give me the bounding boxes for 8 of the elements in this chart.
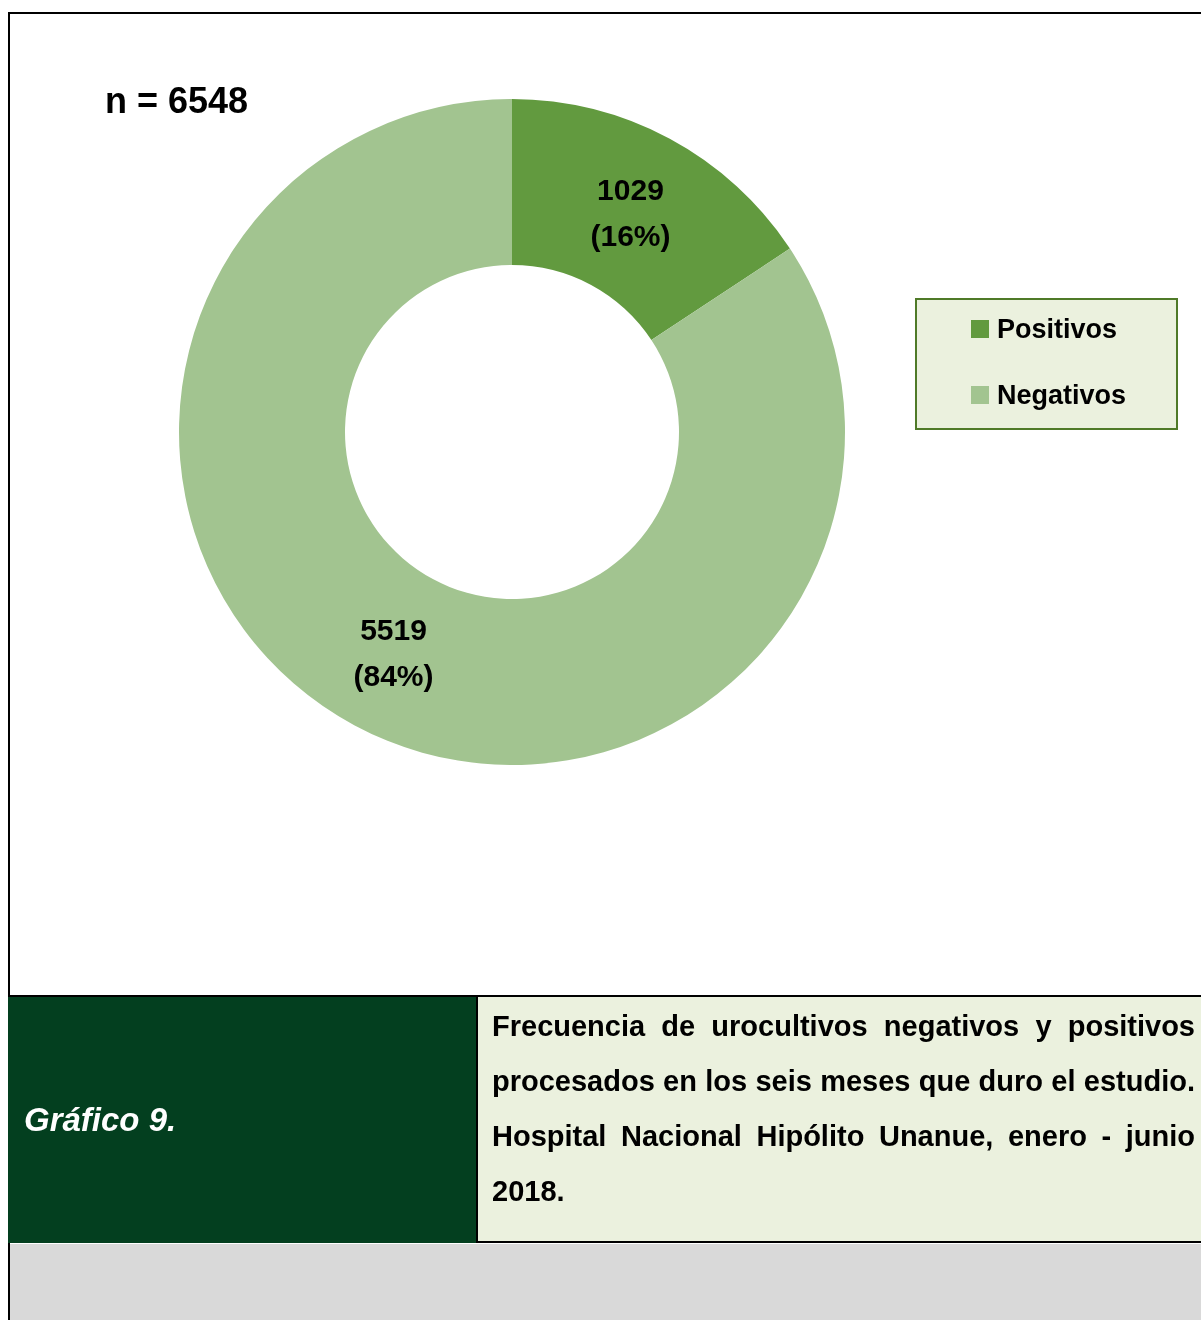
donut-slice: [512, 99, 790, 340]
data-label: 1029 (16%): [590, 172, 671, 252]
legend-label: Positivos: [997, 313, 1118, 345]
text: Frecuencia de urocultivos negativos y positivos procesados en los seis meses que duro el estudio. Hospital Nacional Hipólito Unanue, enero - junio 2018.: [492, 1009, 1195, 1209]
data-label: 5519 (84%): [353, 613, 434, 693]
text: n = 6548: [105, 80, 249, 122]
text: Gráfico 9.: [24, 1101, 177, 1139]
legend-label: Negativos: [997, 379, 1127, 411]
